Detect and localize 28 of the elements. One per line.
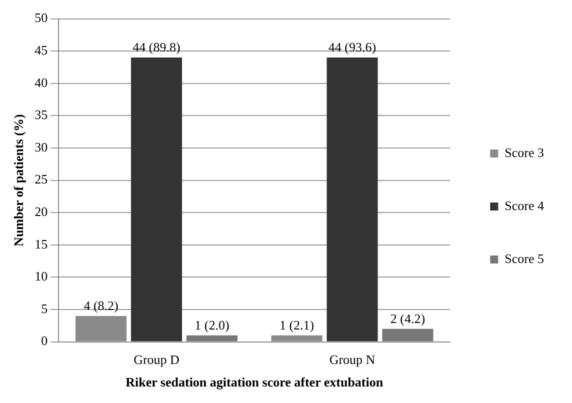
data-label: 44 (89.8) — [132, 39, 180, 54]
data-label: 2 (4.2) — [390, 310, 426, 326]
legend-label: Score 4 — [504, 198, 544, 213]
bar — [186, 335, 238, 342]
y-axis-title: Number of patients (%) — [11, 114, 26, 246]
data-label: 44 (93.6) — [328, 39, 376, 54]
bar — [326, 58, 378, 342]
legend-label: Score 3 — [504, 144, 544, 160]
y-tick-label: 50 — [34, 10, 48, 26]
y-tick-label: 10 — [34, 268, 48, 284]
y-tick-label: 45 — [34, 42, 48, 58]
x-axis-title: Riker sedation agitation score after extubation — [126, 374, 384, 390]
y-tick-label: 20 — [34, 204, 48, 220]
legend-label: Score 5 — [504, 250, 544, 266]
data-label: 1 (2.1) — [279, 317, 314, 332]
bar — [382, 328, 434, 342]
y-tick-label: 5 — [41, 300, 48, 316]
x-tick-label: Group D — [134, 352, 180, 368]
y-tick-label: 0 — [41, 333, 48, 348]
x-tick-label: Group N — [329, 352, 376, 368]
y-tick-label: 15 — [34, 236, 48, 252]
data-label: 4 (8.2) — [84, 298, 118, 313]
bar — [130, 58, 182, 342]
y-tick-label: 25 — [34, 172, 48, 187]
y-tick-label: 40 — [34, 74, 48, 90]
y-tick-label: 35 — [34, 107, 48, 122]
data-label: 1 (2.0) — [194, 317, 230, 332]
y-tick-label: 30 — [34, 139, 48, 154]
